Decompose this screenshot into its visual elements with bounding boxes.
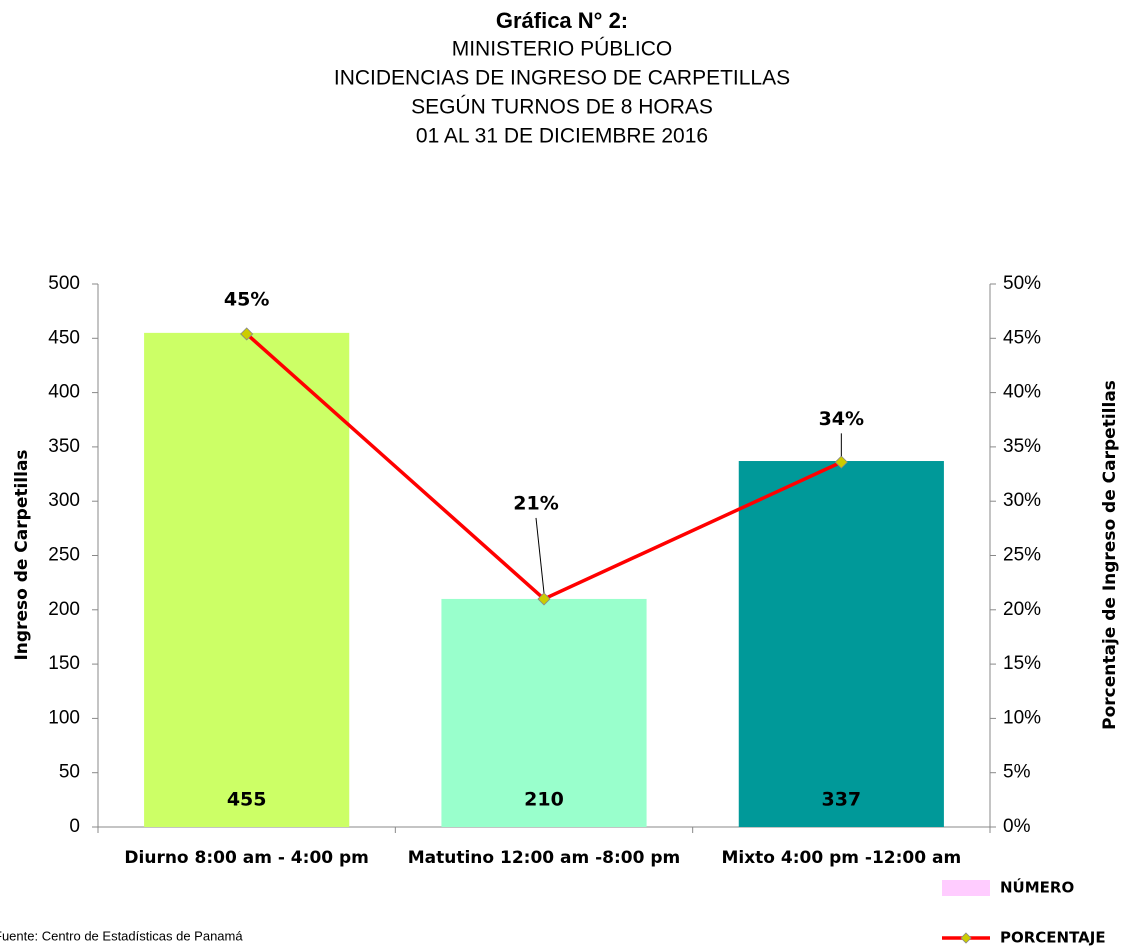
y2-tick-label: 20% xyxy=(1003,599,1041,620)
bar-value-label: 455 xyxy=(227,789,267,811)
line-marker xyxy=(537,592,551,606)
source-note: Fuente: Centro de Estadísticas de Panamá xyxy=(0,928,243,943)
bar xyxy=(144,332,350,827)
y2-tick-label: 30% xyxy=(1003,490,1041,511)
y2-tick-label: 5% xyxy=(1003,762,1031,783)
y2-tick-label: 45% xyxy=(1003,327,1041,348)
point-value-label: 45% xyxy=(224,288,269,310)
point-value-label: 34% xyxy=(819,408,864,430)
x-tick-label: Matutino 12:00 am -8:00 pm xyxy=(408,848,681,868)
y-tick-label: 100 xyxy=(48,707,80,728)
legend-swatch xyxy=(942,880,990,896)
y2-tick-label: 10% xyxy=(1003,707,1041,728)
y-axis-label: Ingreso de Carpetillas xyxy=(12,449,32,660)
line-marker xyxy=(240,327,254,341)
y-tick-label: 500 xyxy=(48,273,80,294)
y2-tick-label: 35% xyxy=(1003,436,1041,457)
y2-tick-label: 40% xyxy=(1003,382,1041,403)
line-marker xyxy=(834,455,848,469)
legend-label: NÚMERO xyxy=(1000,878,1074,897)
y-tick-label: 150 xyxy=(48,653,80,674)
y2-axis-label: Porcentaje de Ingreso de Carpetillas xyxy=(1100,380,1120,730)
chart-title: Gráfica N° 2: xyxy=(496,8,628,33)
y2-tick-label: 25% xyxy=(1003,545,1041,566)
x-tick-label: Diurno 8:00 am - 4:00 pm xyxy=(124,848,369,868)
y-tick-label: 300 xyxy=(48,490,80,511)
leader-line xyxy=(535,517,545,593)
chart-subtitle: SEGÚN TURNOS DE 8 HORAS xyxy=(411,96,713,119)
y-tick-label: 400 xyxy=(48,382,80,403)
bar-value-label: 210 xyxy=(524,789,564,811)
legend-label: PORCENTAJE xyxy=(1000,929,1106,946)
bar xyxy=(738,461,944,827)
bar-value-label: 337 xyxy=(821,789,861,811)
y2-tick-label: 0% xyxy=(1003,816,1031,837)
chart-subtitle: MINISTERIO PÚBLICO xyxy=(452,38,673,61)
bar xyxy=(441,598,647,827)
y-tick-label: 0 xyxy=(69,816,80,837)
chart-subtitle: INCIDENCIAS DE INGRESO DE CARPETILLAS xyxy=(334,67,790,90)
chart-subtitle: 01 AL 31 DE DICIEMBRE 2016 xyxy=(416,125,708,148)
x-tick-label: Mixto 4:00 pm -12:00 am xyxy=(721,848,961,868)
point-value-label: 21% xyxy=(513,492,558,514)
y-tick-label: 450 xyxy=(48,327,80,348)
legend-marker xyxy=(960,932,972,944)
y-tick-label: 200 xyxy=(48,599,80,620)
y-tick-label: 250 xyxy=(48,545,80,566)
y2-tick-label: 15% xyxy=(1003,653,1041,674)
y-tick-label: 350 xyxy=(48,436,80,457)
y-tick-label: 50 xyxy=(59,762,80,783)
y2-tick-label: 50% xyxy=(1003,273,1041,294)
